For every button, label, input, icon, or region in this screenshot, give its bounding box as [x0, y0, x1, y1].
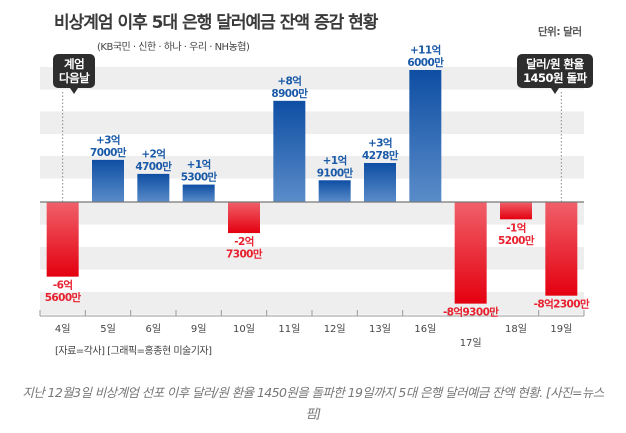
- x-tick-label: 18일: [505, 323, 527, 335]
- data-label: -8억9300만: [443, 306, 499, 319]
- unit-label: 단위: 달러: [538, 26, 582, 38]
- bar-11일: [273, 100, 306, 202]
- bar-5일: [92, 159, 124, 202]
- x-tick-label: 13일: [369, 323, 391, 335]
- x-axis: 4일 5일 6일 9일 10일 11일 12일 13일 16일 17일 18일 19일: [39, 310, 585, 349]
- source-credit: [자료=각사] [그래픽=홍종현 미술기자]: [55, 346, 212, 357]
- x-tick-label: 5일: [100, 323, 116, 335]
- callout-martial-law-next-day: 계엄 다음날: [53, 54, 96, 94]
- data-label: 5300만: [181, 171, 218, 184]
- grid-bands: [40, 67, 584, 315]
- bar-10일: [228, 202, 260, 234]
- data-label: 4700만: [135, 160, 172, 173]
- data-label: +8억: [277, 75, 301, 87]
- callout-left-line2: 다음날: [59, 71, 90, 85]
- x-tick-label: 4일: [55, 323, 71, 335]
- grid-band: [40, 202, 584, 225]
- chart-subtitle: (KB국민 · 신한 · 하나 · 우리 · NH농협): [97, 42, 250, 53]
- bars: [46, 69, 578, 304]
- data-label: -6억: [53, 280, 73, 292]
- x-tick-label: 6일: [146, 323, 162, 335]
- grid-band: [40, 292, 584, 315]
- data-label: 7000만: [90, 146, 127, 159]
- callout-right-line1: 달러/원 환율: [526, 57, 584, 71]
- bar-19일: [545, 202, 578, 296]
- data-label: 7300만: [226, 248, 263, 261]
- callout-exchange-rate: 달러/원 환율 1450원 돌파: [517, 54, 593, 94]
- grid-band: [40, 67, 584, 90]
- bar-13일: [364, 162, 396, 202]
- bar-18일: [500, 202, 532, 220]
- bar-16일: [409, 69, 442, 202]
- data-label: -8억2300만: [534, 298, 590, 311]
- bar-4일: [46, 202, 79, 277]
- bar-9일: [182, 184, 215, 202]
- data-label: 5200만: [498, 234, 535, 247]
- x-tick-label: 10일: [233, 323, 255, 335]
- photo-caption: 지난 12월3일 비상계엄 선포 이후 달러/원 환율 1450원을 돌파한 1…: [22, 385, 604, 421]
- annotation-lines: [62, 92, 562, 202]
- chart-title: 비상계엄 이후 5대 은행 달러예금 잔액 증감 현황: [54, 13, 378, 33]
- data-label: 5600만: [45, 291, 82, 304]
- bar-12일: [318, 180, 351, 202]
- data-label: 6000만: [407, 56, 444, 69]
- data-label: +1억: [187, 159, 211, 171]
- callout-right-line2: 1450원 돌파: [523, 71, 587, 85]
- callout-left-line1: 계엄: [64, 57, 85, 71]
- bar-6일: [137, 173, 170, 202]
- bar-chart: 4일 5일 6일 9일 10일 11일 12일 13일 16일 17일 18일 19일 -6억5600…: [39, 44, 591, 349]
- data-label: +3억: [96, 134, 120, 146]
- x-tick-label: 16일: [414, 323, 436, 335]
- x-tick-label: 11일: [278, 323, 300, 335]
- data-label: +3억: [368, 137, 392, 149]
- grid-band: [40, 156, 584, 179]
- data-label: 8900만: [271, 87, 308, 100]
- x-tick-label: 19일: [550, 323, 572, 335]
- bar-17일: [454, 202, 487, 304]
- x-tick-label: 12일: [324, 323, 346, 335]
- data-label: -2억: [234, 236, 254, 248]
- data-label: +11억: [410, 44, 441, 56]
- data-label: 9100만: [317, 166, 354, 179]
- data-label: 4278만: [362, 149, 399, 162]
- data-label: -1억: [506, 222, 526, 234]
- grid-band: [40, 111, 584, 135]
- data-label: +2억: [141, 148, 165, 160]
- data-label: +1억: [323, 155, 347, 167]
- grid-band: [40, 247, 584, 270]
- x-tick-label: 9일: [191, 323, 207, 335]
- x-tick-label: 17일: [460, 337, 482, 349]
